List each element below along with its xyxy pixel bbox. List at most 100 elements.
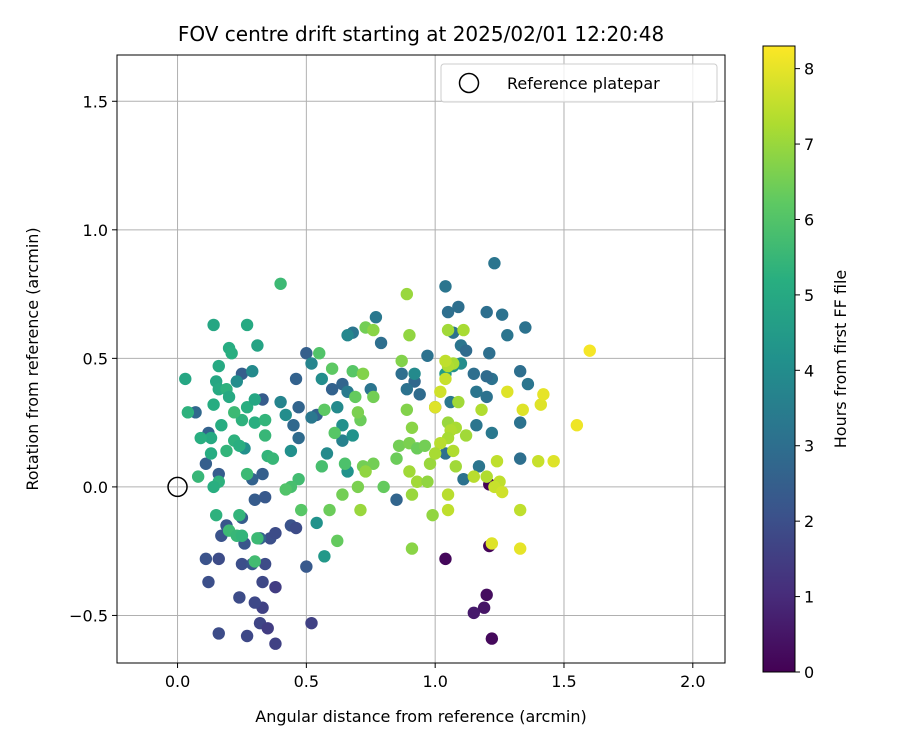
x-tick-label: 2.0 (680, 672, 705, 691)
scatter-point (204, 447, 218, 460)
y-axis-title: Rotation from reference (arcmin) (23, 227, 42, 490)
scatter-point (408, 367, 421, 380)
colorbar-tick-label: 0 (804, 663, 814, 682)
scatter-point (452, 395, 465, 409)
scatter-point (179, 372, 192, 386)
scatter-point (392, 439, 406, 452)
scatter-point (258, 413, 272, 427)
scatter-point (467, 470, 481, 483)
scatter-point (410, 475, 424, 488)
colorbar-tick-label: 4 (804, 361, 814, 380)
scatter-point (449, 460, 462, 473)
plot-frame (116, 54, 726, 664)
colorbar-tick-label: 1 (804, 588, 814, 607)
scatter-point (441, 323, 455, 337)
scatter-point (215, 418, 228, 432)
scatter-point (583, 344, 596, 357)
scatter-point (323, 503, 336, 517)
colorbar-tick-label: 7 (804, 135, 814, 154)
scatter-point (434, 385, 447, 398)
scatter-point (423, 457, 437, 470)
scatter-point (212, 359, 225, 373)
scatter-point (485, 537, 499, 550)
scatter-point (318, 550, 331, 563)
scatter-point (428, 401, 442, 414)
scatter-point (470, 418, 483, 432)
scatter-point (305, 616, 318, 630)
scatter-point (235, 413, 249, 427)
scatter-point (349, 390, 362, 404)
scatter-point (367, 323, 380, 337)
scatter-point (439, 280, 452, 293)
scatter-point (457, 472, 470, 486)
colorbar-gradient (762, 45, 796, 673)
scatter-point (235, 529, 249, 542)
scatter-point (233, 591, 246, 604)
scatter-point (320, 447, 334, 460)
scatter-point (374, 336, 388, 350)
colorbar-title: Hours from first FF file (831, 270, 850, 449)
scatter-point (501, 385, 514, 398)
scatter-point (325, 383, 339, 396)
scatter-point (400, 403, 414, 416)
scatter-point (495, 485, 509, 499)
scatter-point (305, 411, 318, 424)
y-axis: −0.5 0.0 0.5 1.0 1.5 (69, 92, 117, 625)
scatter-point (351, 406, 365, 419)
x-tick-label: 1.5 (551, 672, 576, 691)
scatter-point (403, 465, 416, 478)
scatter-point (418, 439, 432, 452)
reference-platepar-marker (167, 476, 188, 498)
scatter-point (395, 354, 408, 368)
scatter-point (261, 622, 274, 635)
scatter-point (292, 431, 305, 445)
x-tick-label: 1.0 (422, 672, 447, 691)
scatter-point (390, 452, 403, 465)
scatter-point (513, 416, 527, 429)
scatter-point (516, 403, 529, 416)
scatter-point (199, 457, 213, 470)
scatter-point (233, 439, 246, 452)
data-points (179, 257, 596, 650)
scatter-point (225, 347, 238, 360)
scatter-point (207, 318, 220, 332)
chart-title: FOV centre drift starting at 2025/02/01 … (178, 22, 664, 46)
colorbar-tick-label: 8 (804, 60, 814, 79)
colorbar-tick-label: 6 (804, 210, 814, 229)
scatter-point (212, 627, 225, 640)
scatter-point (279, 408, 292, 422)
scatter-point (240, 467, 254, 481)
scatter-point (490, 454, 504, 468)
scatter-point (354, 503, 367, 517)
scatter-point (426, 508, 439, 522)
scatter-point (313, 347, 326, 360)
y-tick-label: 1.0 (83, 221, 108, 240)
scatter-point (346, 365, 359, 378)
scatter-point (233, 508, 246, 522)
scatter-point (269, 637, 282, 650)
scatter-point (513, 365, 527, 378)
scatter-point (537, 388, 550, 401)
colorbar: 0 1 2 3 4 5 6 7 8 Hours from first FF file (762, 45, 850, 682)
legend-box (440, 63, 718, 103)
scatter-point (513, 542, 527, 555)
x-tick-label: 0.0 (165, 672, 190, 691)
plot-area (117, 55, 725, 663)
scatter-point (251, 339, 264, 352)
scatter-point (305, 357, 318, 370)
scatter-point (258, 490, 272, 504)
y-tick-label: 0.0 (83, 478, 108, 497)
scatter-point (457, 323, 470, 337)
scatter-point (292, 401, 305, 414)
scatter-point (248, 493, 262, 506)
scatter-point (472, 460, 486, 473)
scatter-point (325, 362, 339, 375)
scatter-point (284, 444, 298, 458)
scatter-point (248, 393, 262, 406)
scatter-point (341, 329, 354, 342)
scatter-point (367, 390, 380, 404)
scatter-point (356, 367, 370, 380)
scatter-point (519, 321, 532, 334)
scatter-point (495, 308, 509, 321)
